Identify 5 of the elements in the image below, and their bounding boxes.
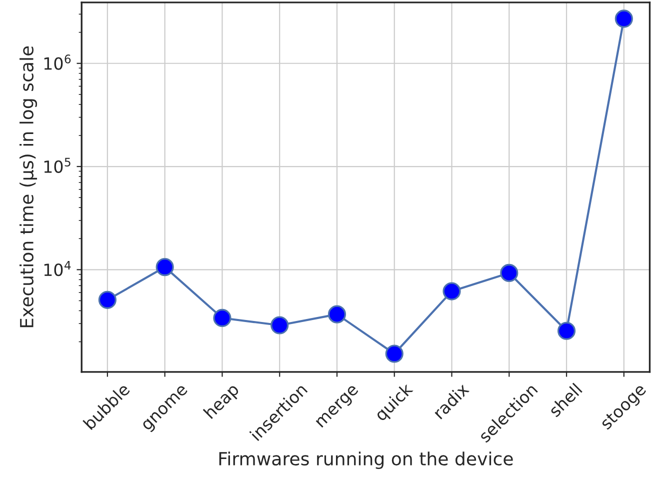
y-tick-label: 10$^{5}$ — [44, 158, 70, 173]
y-tick-label: 10$^{4}$ — [44, 260, 71, 276]
y-axis-title: Execution time (μs) in log scale — [20, 46, 38, 328]
x-axis-title: Firmwares running on the device — [219, 452, 513, 470]
y-tick-label: 10$^{6}$ — [44, 54, 71, 70]
